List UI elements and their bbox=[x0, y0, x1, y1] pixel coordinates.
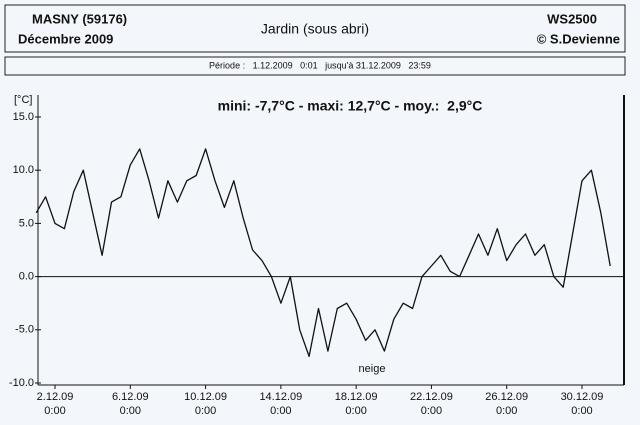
x-tick-label: 0:00 bbox=[44, 405, 65, 417]
x-tick-label: 0:00 bbox=[345, 405, 366, 417]
y-tick-label: 10.0 bbox=[13, 164, 34, 176]
x-tick-label: 6.12.09 bbox=[112, 391, 149, 403]
x-tick-label: 0:00 bbox=[270, 405, 291, 417]
y-tick-label: 5.0 bbox=[19, 217, 34, 229]
x-tick-label: 22.12.09 bbox=[410, 391, 453, 403]
x-tick-label: 26.12.09 bbox=[485, 391, 528, 403]
period: Période : 1.12.2009 0:01 jusqu'à 31.12.2… bbox=[209, 60, 431, 70]
period-box bbox=[4, 56, 626, 76]
y-tick-label: -5.0 bbox=[15, 324, 34, 336]
location: Jardin (sous abri) bbox=[261, 21, 369, 37]
station: MASNY (59176) bbox=[32, 11, 127, 26]
x-tick-label: 30.12.09 bbox=[561, 391, 604, 403]
header-box bbox=[4, 4, 626, 53]
x-tick-label: 0:00 bbox=[571, 405, 592, 417]
x-tick-label: 0:00 bbox=[120, 405, 141, 417]
x-tick-label: 14.12.09 bbox=[259, 391, 302, 403]
x-tick-label: 0:00 bbox=[496, 405, 517, 417]
summary: mini: -7,7°C - maxi: 12,7°C - moy.: 2,9°… bbox=[218, 98, 483, 114]
x-tick-label: 0:00 bbox=[195, 405, 216, 417]
x-tick-label: 0:00 bbox=[421, 405, 442, 417]
x-tick-label: 18.12.09 bbox=[335, 391, 378, 403]
y-tick-label: -10.0 bbox=[9, 377, 34, 389]
y-tick-label: 15.0 bbox=[13, 111, 34, 123]
x-tick-label: 2.12.09 bbox=[37, 391, 74, 403]
x-tick-label: 10.12.09 bbox=[184, 391, 227, 403]
month: Décembre 2009 bbox=[18, 31, 113, 46]
annotation: neige bbox=[359, 363, 386, 375]
device: WS2500 bbox=[547, 11, 597, 26]
y-axis-label: [°C] bbox=[14, 94, 32, 106]
temperature-line bbox=[35, 148, 611, 358]
y-tick-label: 0.0 bbox=[19, 271, 34, 283]
author: © S.Devienne bbox=[537, 31, 620, 46]
